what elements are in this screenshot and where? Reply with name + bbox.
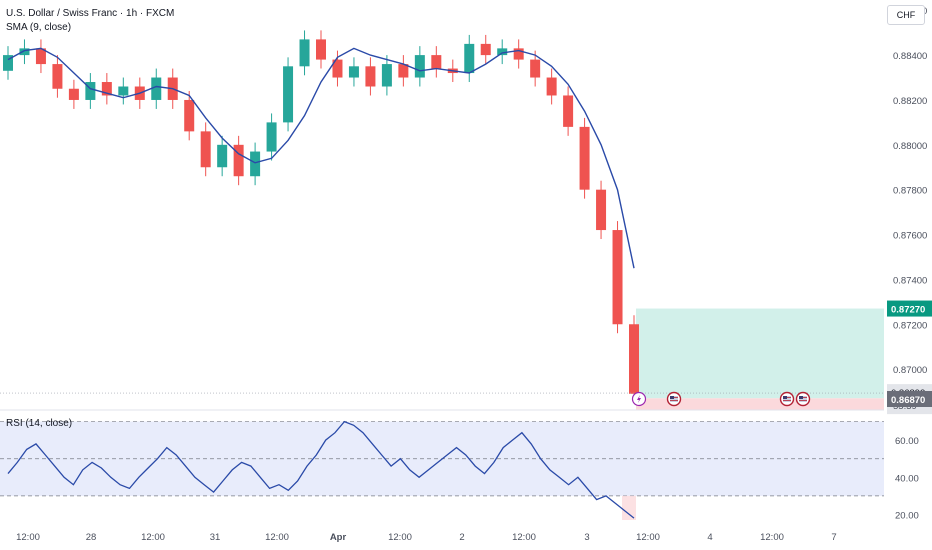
candle-down[interactable]: [68, 88, 79, 100]
candle-down[interactable]: [612, 230, 623, 325]
candle-up[interactable]: [85, 82, 96, 100]
price-tick-label: 0.88200: [893, 96, 927, 107]
candle-up[interactable]: [497, 48, 508, 56]
rsi-tick-label: 40.00: [895, 473, 919, 484]
price-tick-label: 0.87600: [893, 231, 927, 242]
time-tick-label: 12:00: [16, 532, 40, 543]
us-flag-icon[interactable]: [666, 391, 682, 407]
time-tick-label: 12:00: [636, 532, 660, 543]
candle-down[interactable]: [233, 144, 244, 177]
us-flag-icon[interactable]: [779, 391, 795, 407]
candle-down[interactable]: [365, 66, 376, 87]
candle-up[interactable]: [348, 66, 359, 78]
price-tick-label: 0.87800: [893, 186, 927, 197]
candle-up[interactable]: [151, 77, 162, 100]
candle-down[interactable]: [596, 189, 607, 231]
candle-up[interactable]: [464, 43, 475, 74]
time-tick-label: 3: [584, 532, 589, 543]
time-tick-label: 12:00: [388, 532, 412, 543]
candle-down[interactable]: [480, 43, 491, 56]
candle-down[interactable]: [316, 39, 326, 60]
price-tick-label: 0.87000: [893, 365, 927, 376]
price-tick-label: 0.87400: [893, 275, 927, 286]
price-tick-label: 0.88000: [893, 141, 927, 152]
stop-price-tag: 0.86870: [891, 395, 925, 406]
candle-down[interactable]: [513, 48, 524, 60]
candle-down[interactable]: [530, 59, 541, 78]
time-tick-label: 2: [459, 532, 464, 543]
target-zone[interactable]: [636, 308, 884, 399]
candle-up[interactable]: [19, 48, 30, 56]
candle-down[interactable]: [101, 82, 112, 96]
stop-zone[interactable]: [636, 398, 884, 410]
candle-up[interactable]: [3, 55, 13, 71]
candle-down[interactable]: [52, 64, 63, 89]
target-price-tag: 0.87270: [891, 305, 925, 316]
event-markers: [631, 391, 811, 407]
candle-down[interactable]: [200, 131, 211, 168]
time-tick-label: 28: [86, 532, 97, 543]
candle-down[interactable]: [629, 324, 639, 394]
candle-down[interactable]: [398, 64, 409, 78]
candle-down[interactable]: [563, 95, 574, 127]
candle-down[interactable]: [332, 59, 343, 78]
currency-badge[interactable]: CHF: [887, 5, 925, 25]
time-tick-label: 31: [210, 532, 221, 543]
time-tick-label: 12:00: [141, 532, 165, 543]
time-tick-label: 12:00: [265, 532, 289, 543]
candle-up[interactable]: [299, 39, 310, 67]
price-tick-label: 0.87200: [893, 320, 927, 331]
candle-up[interactable]: [414, 55, 425, 78]
sma-line: [7, 47, 635, 269]
rsi-tick-label: 20.00: [895, 510, 919, 521]
candle-down[interactable]: [579, 126, 590, 190]
price-axis: 0.886000.884000.882000.880000.878000.876…: [893, 6, 927, 376]
candle-up[interactable]: [381, 64, 392, 87]
candle-down[interactable]: [546, 77, 557, 96]
time-axis: 12:00 28 12:00 31 12:00 Apr 12:00 2 12:00 3 12:00 4…: [16, 532, 837, 543]
rsi-axis: 60.00 40.00 20.00: [895, 436, 919, 521]
candle-down[interactable]: [184, 99, 195, 132]
candle-down[interactable]: [35, 48, 46, 65]
sma-legend[interactable]: SMA (9, close): [6, 22, 72, 33]
candle-up[interactable]: [118, 86, 129, 96]
lightning-icon[interactable]: [631, 391, 647, 407]
rsi-line: [7, 420, 635, 519]
stop-price-tag-bg: [887, 391, 932, 407]
candlestick-series: [3, 30, 639, 403]
time-tick-label: 7: [831, 532, 836, 543]
rsi-tick-label: 60.00: [895, 436, 919, 447]
us-flag-icon[interactable]: [795, 391, 811, 407]
time-tick-label: 4: [707, 532, 712, 543]
time-tick-label: 12:00: [760, 532, 784, 543]
time-tick-label: Apr: [330, 532, 347, 543]
symbol-legend[interactable]: U.S. Dollar / Swiss Franc · 1h · FXCM: [6, 8, 175, 19]
time-tick-label: 12:00: [512, 532, 536, 543]
candle-up[interactable]: [283, 66, 294, 123]
candle-down[interactable]: [431, 55, 442, 69]
candle-up[interactable]: [250, 151, 261, 177]
price-tick-label: 0.88400: [893, 51, 927, 62]
target-price-tag-bg: [887, 300, 932, 317]
candle-up[interactable]: [217, 144, 228, 168]
rsi-legend[interactable]: RSI (14, close): [6, 418, 73, 429]
position-zones: [636, 308, 884, 410]
rsi-oversold-fill: [622, 495, 636, 520]
candle-up[interactable]: [266, 122, 277, 152]
